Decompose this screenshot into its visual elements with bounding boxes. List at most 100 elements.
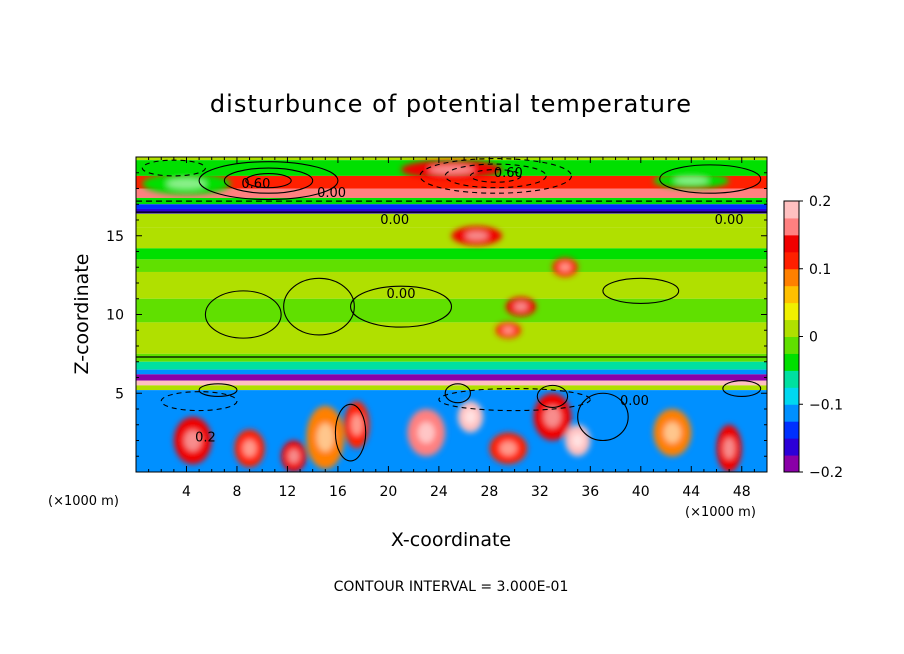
heatmap-blob-core: [572, 433, 584, 448]
heatmap-band: [136, 374, 767, 381]
colorbar-segment: [784, 387, 799, 405]
heatmap-blob-core: [514, 302, 528, 311]
colorbar-segment: [784, 370, 799, 388]
contour-label: 0.60: [241, 177, 270, 192]
heatmap-blob-core: [184, 429, 202, 452]
contour-interval-text: CONTOUR INTERVAL = 3.000E-01: [334, 579, 569, 595]
heatmap-blob-core: [499, 441, 517, 456]
heatmap-blob-core: [242, 439, 257, 457]
x-tick-label: 8: [232, 484, 241, 500]
x-tick-label: 12: [279, 484, 297, 500]
heatmap-band: [136, 385, 767, 391]
x-tick-label: 16: [329, 484, 347, 500]
contour-line: [141, 159, 206, 177]
x-axis-ticks: 4 8 12 16 20 24 28 32 36 40 44 48: [135, 157, 768, 500]
heatmap-blob-core: [502, 326, 514, 334]
contour-label: 0.00: [715, 213, 744, 228]
colorbar-segment: [784, 438, 799, 456]
y-axis-ticks: 5 10 15: [106, 156, 767, 473]
heatmap-band: [136, 361, 767, 370]
heatmap-band: [136, 208, 767, 214]
contour-line: [536, 384, 569, 408]
colorbar-tick-label: 0.2: [809, 194, 831, 210]
plot-area: 0.60 0.00 0.60 0.00 0.00 0.00 0.00 0.2: [136, 157, 767, 472]
heatmap-band: [136, 204, 767, 209]
y-axis-title: Z-coordinate: [71, 254, 93, 375]
heatmap-band: [136, 271, 767, 299]
colorbar-segment: [784, 319, 799, 337]
heatmap-blob-core: [464, 409, 477, 424]
colorbar-segment: [784, 201, 799, 219]
x-tick-label: 40: [632, 484, 650, 500]
heatmap-band: [136, 248, 767, 260]
heatmap-band: [136, 322, 767, 354]
colorbar-segment: [784, 421, 799, 439]
colorbar-segment: [784, 268, 799, 287]
heatmap-band: [136, 188, 767, 198]
contour-line: [659, 164, 762, 194]
contour-label: 0.00: [387, 287, 416, 302]
colorbar-tick-label: −0.1: [809, 397, 843, 413]
heatmap-bands: [136, 157, 767, 472]
contour-label: 0.00: [380, 213, 409, 228]
heatmap-band: [136, 369, 767, 375]
contour-line: [198, 161, 339, 201]
contour-lines: [136, 158, 767, 462]
colorbar-segment: [784, 455, 799, 473]
contour-line: [245, 172, 292, 189]
x-axis-unit: (×1000 m): [685, 505, 756, 520]
colorbar-tick-label: 0.1: [809, 262, 831, 278]
colorbar: 0.2 0.1 0 −0.1 −0.2: [783, 194, 843, 481]
contour-line: [444, 383, 471, 404]
heatmap-blob-core: [559, 262, 571, 272]
y-tick-label: 5: [115, 386, 124, 402]
colorbar-segment: [784, 353, 799, 371]
x-tick-label: 4: [182, 484, 191, 500]
heatmap-blob-core: [166, 178, 207, 189]
heatmap-band: [136, 175, 767, 189]
contour-line: [602, 277, 680, 305]
chart-title: disturbunce of potential temperature: [210, 90, 692, 118]
contour-line: [283, 277, 355, 336]
contour-line: [198, 383, 238, 397]
colorbar-segment: [784, 336, 799, 354]
colorbar-segment: [784, 404, 799, 422]
heatmap-band: [136, 213, 767, 228]
x-tick-label: 28: [480, 484, 498, 500]
colorbar-tick-label: 0: [809, 330, 818, 346]
y-axis-unit: (×1000 m): [48, 494, 119, 509]
contour-line: [438, 387, 591, 412]
contour-line: [722, 380, 762, 397]
heatmap-blob-core: [417, 421, 435, 444]
x-tick-label: 44: [682, 484, 700, 500]
colorbar-segment: [784, 251, 799, 270]
heatmap-blob-core: [351, 414, 363, 436]
heatmap-band: [136, 380, 767, 386]
contour-labels: 0.60 0.00 0.60 0.00 0.00 0.00 0.00 0.2: [195, 166, 744, 446]
contour-line: [419, 158, 572, 194]
x-tick-label: 24: [430, 484, 448, 500]
x-tick-label: 20: [379, 484, 397, 500]
colorbar-segment: [784, 234, 799, 253]
contour-line: [334, 403, 367, 462]
colorbar-segment: [784, 285, 799, 304]
heatmap-blob-core: [428, 165, 475, 174]
x-tick-label: 32: [531, 484, 549, 500]
contour-line: [444, 163, 547, 189]
heatmap-band: [136, 259, 767, 272]
contour-line: [469, 169, 522, 183]
x-tick-label: 48: [733, 484, 751, 500]
heatmap-blob-core: [663, 421, 681, 444]
x-tick-label: 36: [581, 484, 599, 500]
heatmap-blob-core: [288, 449, 300, 464]
heatmap-blob-core: [465, 231, 489, 241]
contour-label: 0.00: [620, 394, 649, 409]
colorbar-segment: [784, 302, 799, 321]
contour-label: 0.60: [494, 166, 523, 181]
contour-label: 0.2: [195, 430, 216, 445]
contour-label: 0.00: [317, 186, 346, 201]
heatmap-band: [136, 353, 767, 362]
heatmap-blob-core: [674, 177, 709, 185]
heatmap-blob-core: [543, 406, 561, 428]
